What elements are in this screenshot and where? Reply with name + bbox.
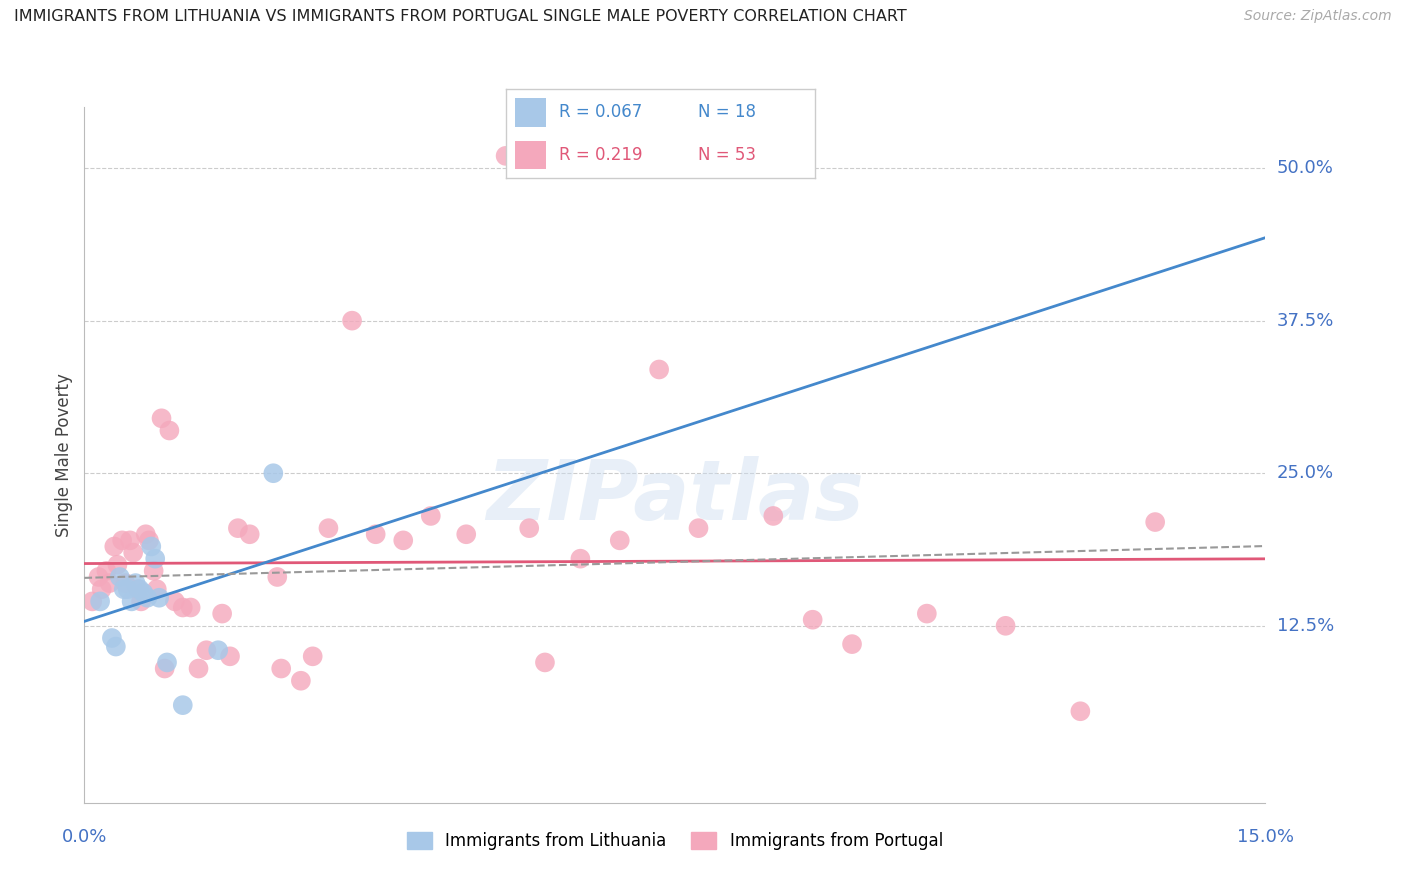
Immigrants from Lithuania (262, 467, 284, 481)
Bar (516, 141, 547, 169)
Text: N = 53: N = 53 (697, 146, 756, 164)
Immigrants from Portugal (226, 521, 249, 535)
Immigrants from Portugal (142, 564, 165, 578)
Immigrants from Portugal (495, 149, 517, 163)
Immigrants from Lithuania (117, 582, 139, 597)
Y-axis label: Single Male Poverty: Single Male Poverty (55, 373, 73, 537)
Immigrants from Portugal (107, 558, 129, 572)
Immigrants from Portugal (340, 313, 363, 327)
Immigrants from Portugal (266, 570, 288, 584)
Immigrants from Portugal (219, 649, 242, 664)
Immigrants from Lithuania (89, 594, 111, 608)
Text: ZIPatlas: ZIPatlas (486, 456, 863, 537)
Immigrants from Portugal (98, 576, 121, 591)
Immigrants from Portugal (239, 527, 262, 541)
Immigrants from Lithuania (172, 698, 194, 713)
Immigrants from Lithuania (128, 582, 150, 597)
Text: 37.5%: 37.5% (1277, 311, 1334, 330)
Immigrants from Portugal (163, 594, 186, 608)
Immigrants from Portugal (211, 607, 233, 621)
Immigrants from Lithuania (108, 570, 131, 584)
Immigrants from Portugal (841, 637, 863, 651)
Immigrants from Lithuania (101, 631, 124, 645)
Immigrants from Portugal (135, 527, 157, 541)
Immigrants from Portugal (172, 600, 194, 615)
Immigrants from Portugal (87, 570, 110, 584)
Immigrants from Lithuania (132, 586, 155, 600)
Text: IMMIGRANTS FROM LITHUANIA VS IMMIGRANTS FROM PORTUGAL SINGLE MALE POVERTY CORREL: IMMIGRANTS FROM LITHUANIA VS IMMIGRANTS … (14, 9, 907, 24)
Text: N = 18: N = 18 (697, 103, 756, 121)
Immigrants from Lithuania (121, 594, 143, 608)
Immigrants from Portugal (153, 661, 176, 675)
Immigrants from Portugal (994, 619, 1017, 633)
Immigrants from Portugal (138, 533, 160, 548)
Text: 12.5%: 12.5% (1277, 616, 1334, 635)
Immigrants from Portugal (392, 533, 415, 548)
Immigrants from Portugal (290, 673, 312, 688)
Immigrants from Portugal (118, 533, 141, 548)
Immigrants from Portugal (456, 527, 478, 541)
Immigrants from Portugal (180, 600, 202, 615)
Immigrants from Portugal (195, 643, 218, 657)
Immigrants from Portugal (82, 594, 104, 608)
Legend: Immigrants from Lithuania, Immigrants from Portugal: Immigrants from Lithuania, Immigrants fr… (401, 826, 949, 857)
Immigrants from Portugal (187, 661, 209, 675)
Immigrants from Portugal (1069, 704, 1091, 718)
Immigrants from Portugal (146, 582, 169, 597)
Immigrants from Portugal (90, 582, 112, 597)
Immigrants from Portugal (103, 540, 125, 554)
Immigrants from Portugal (801, 613, 824, 627)
Immigrants from Portugal (534, 656, 557, 670)
Immigrants from Lithuania (136, 591, 159, 605)
Immigrants from Portugal (419, 508, 441, 523)
Immigrants from Portugal (114, 576, 136, 591)
Text: 15.0%: 15.0% (1237, 828, 1294, 846)
Immigrants from Portugal (569, 551, 592, 566)
Immigrants from Portugal (111, 533, 134, 548)
Immigrants from Portugal (270, 661, 292, 675)
Immigrants from Portugal (688, 521, 710, 535)
Immigrants from Portugal (517, 521, 540, 535)
Immigrants from Portugal (1144, 515, 1167, 529)
Immigrants from Lithuania (112, 582, 135, 597)
Immigrants from Lithuania (141, 540, 163, 554)
Immigrants from Lithuania (148, 591, 170, 605)
Immigrants from Portugal (122, 545, 145, 559)
Immigrants from Lithuania (143, 551, 166, 566)
Immigrants from Portugal (762, 508, 785, 523)
Immigrants from Lithuania (207, 643, 229, 657)
Immigrants from Portugal (157, 424, 180, 438)
Immigrants from Portugal (96, 564, 118, 578)
Immigrants from Lithuania (104, 640, 127, 654)
Bar (516, 98, 547, 127)
Text: 25.0%: 25.0% (1277, 464, 1334, 483)
Text: R = 0.067: R = 0.067 (558, 103, 643, 121)
Immigrants from Portugal (129, 594, 152, 608)
Text: 0.0%: 0.0% (62, 828, 107, 846)
Text: Source: ZipAtlas.com: Source: ZipAtlas.com (1244, 9, 1392, 23)
Immigrants from Portugal (301, 649, 323, 664)
Immigrants from Portugal (648, 362, 671, 376)
Immigrants from Portugal (364, 527, 387, 541)
Immigrants from Portugal (318, 521, 340, 535)
Text: R = 0.219: R = 0.219 (558, 146, 643, 164)
Immigrants from Lithuania (156, 656, 179, 670)
Text: 50.0%: 50.0% (1277, 159, 1333, 178)
Immigrants from Portugal (127, 582, 149, 597)
Immigrants from Portugal (609, 533, 631, 548)
Immigrants from Lithuania (124, 576, 146, 591)
Immigrants from Portugal (150, 411, 173, 425)
Immigrants from Portugal (915, 607, 938, 621)
